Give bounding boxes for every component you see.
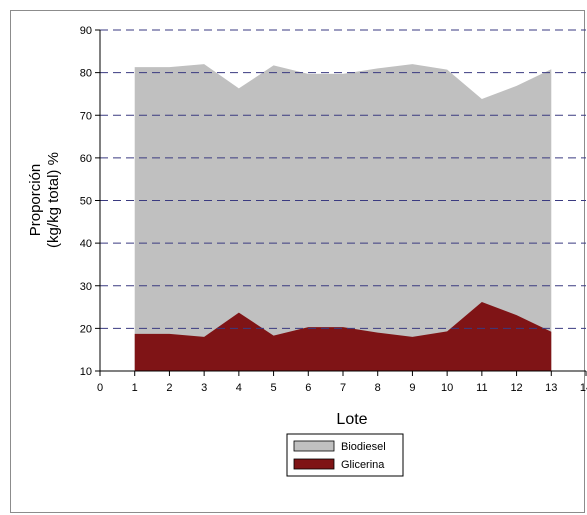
x-axis-label: Lote <box>336 411 367 428</box>
grid-layer <box>100 29 586 329</box>
chart-frame <box>10 10 585 513</box>
x-tick-label-9: 9 <box>409 382 415 394</box>
area-glicerina <box>134 301 552 371</box>
x-tick-label-12: 12 <box>510 382 522 394</box>
x-tick-label-11: 11 <box>476 382 487 394</box>
y-tick-label-20: 20 <box>80 323 92 335</box>
legend-swatch-biodiesel <box>293 440 335 452</box>
y-tick-label-50: 50 <box>80 196 92 208</box>
x-tick-label-0: 0 <box>97 382 103 394</box>
x-tick-label-13: 13 <box>545 382 557 394</box>
x-tick-label-10: 10 <box>441 382 453 394</box>
legend-label-biodiesel: Biodiesel <box>341 441 386 453</box>
y-tick-label-90: 90 <box>80 25 92 37</box>
x-tick-label-5: 5 <box>271 382 277 394</box>
y-tick-labels: 10 20 30 40 50 60 70 80 90 <box>80 25 92 378</box>
y-tick-label-30: 30 <box>80 281 92 293</box>
x-tick-label-4: 4 <box>236 382 242 394</box>
y-tick-label-60: 60 <box>80 153 92 165</box>
x-tick-label-1: 1 <box>132 382 138 394</box>
x-tick-label-6: 6 <box>305 382 311 394</box>
legend-label-glicerina: Glicerina <box>341 459 385 471</box>
x-tick-label-7: 7 <box>340 382 346 394</box>
x-tick-labels: 01234567891011121314 <box>97 382 587 394</box>
y-tick-label-40: 40 <box>80 238 92 250</box>
legend-swatch-glicerina <box>293 458 335 470</box>
legend: Biodiesel Glicerina <box>286 433 404 477</box>
axes-layer <box>95 29 587 376</box>
y-axis-label-line-1: Proporción <box>27 164 44 237</box>
x-tick-label-8: 8 <box>375 382 381 394</box>
area-layer <box>134 64 552 371</box>
x-tick-label-3: 3 <box>201 382 207 394</box>
area-biodiesel <box>134 64 552 371</box>
x-tick-label-14: 14 <box>580 382 587 394</box>
y-tick-label-80: 80 <box>80 68 92 80</box>
y-axis-label-line-2: (kg/kg total) % <box>45 152 62 248</box>
y-tick-label-70: 70 <box>80 110 92 122</box>
y-tick-label-10: 10 <box>80 366 92 378</box>
x-tick-label-2: 2 <box>166 382 172 394</box>
